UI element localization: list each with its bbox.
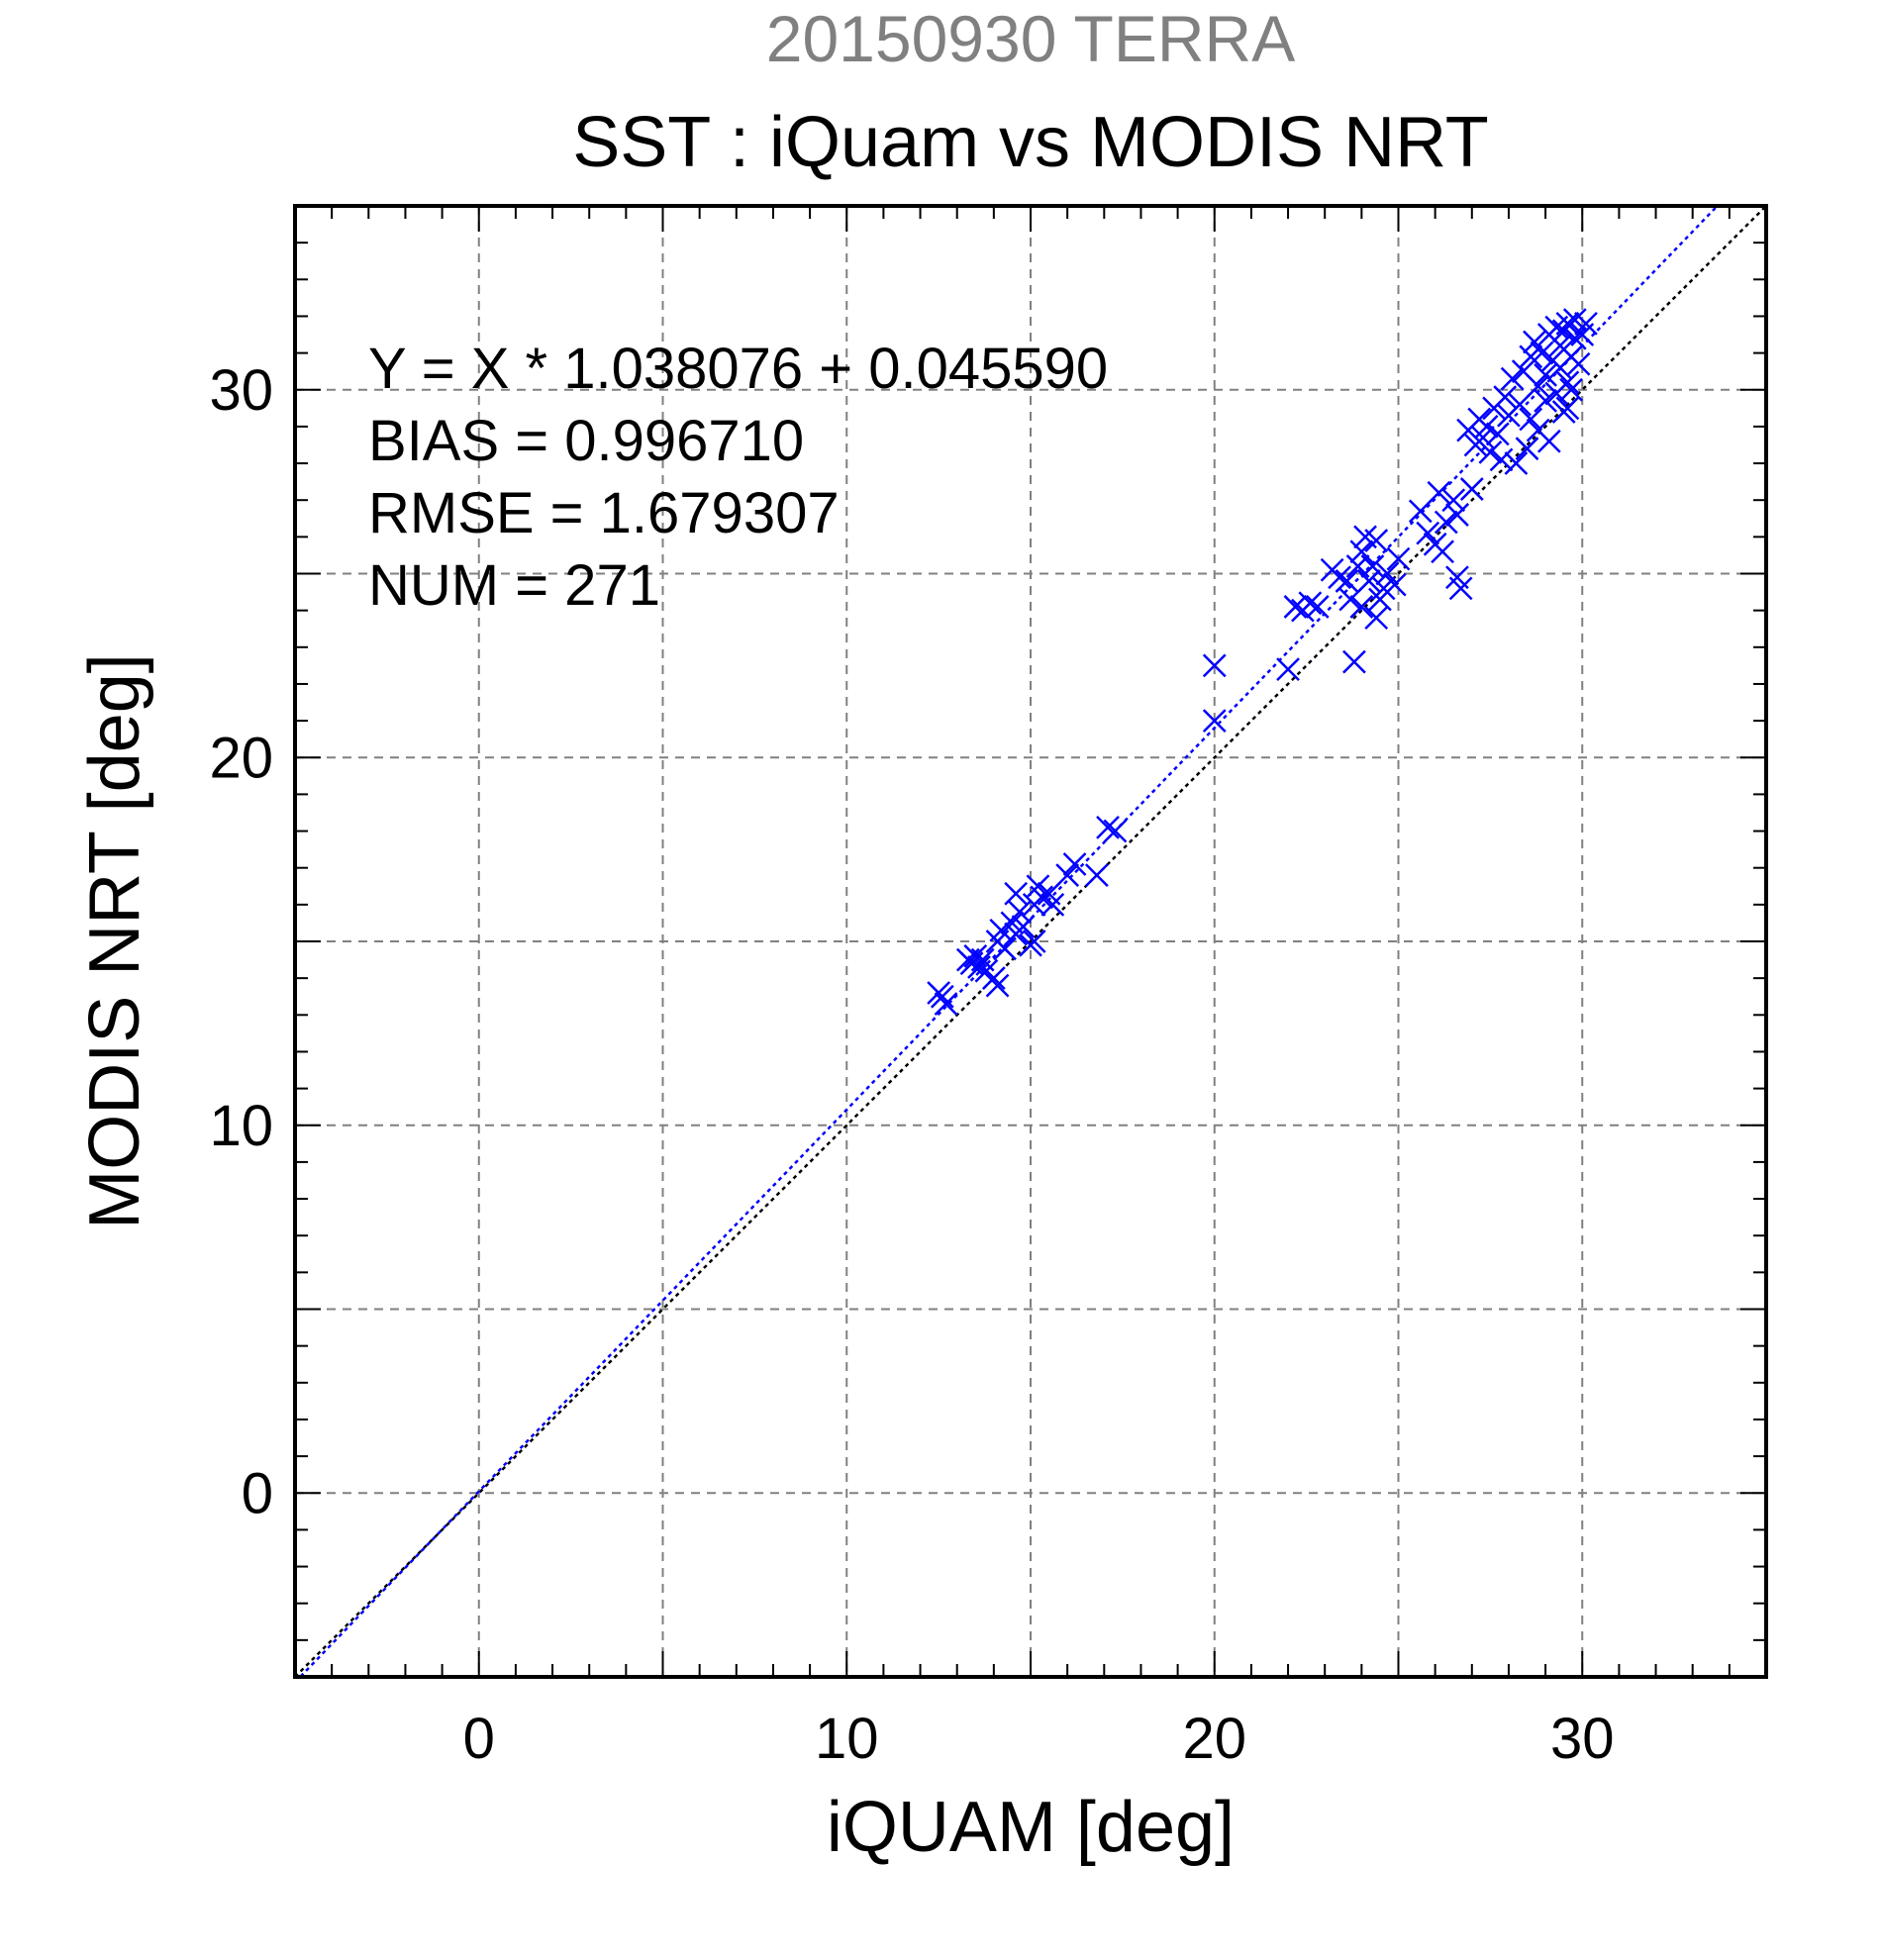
data-point xyxy=(1375,561,1400,586)
data-point xyxy=(1431,539,1454,564)
data-point xyxy=(1062,852,1087,876)
data-point xyxy=(1534,363,1557,387)
data-point xyxy=(1004,881,1029,906)
data-point xyxy=(1030,885,1054,910)
data-point xyxy=(1574,311,1598,336)
data-point xyxy=(1519,407,1543,432)
data-point xyxy=(1523,330,1546,354)
data-point xyxy=(1328,565,1351,590)
chart-suptitle: 20150930 TERRA xyxy=(766,2,1295,75)
data-point xyxy=(1534,389,1557,413)
data-point xyxy=(1489,447,1514,472)
data-point xyxy=(1459,477,1484,501)
data-point xyxy=(1408,499,1433,524)
y-tick-label: 10 xyxy=(209,1094,273,1158)
data-point xyxy=(1526,374,1550,398)
data-point xyxy=(1364,606,1389,630)
data-point xyxy=(1485,422,1510,446)
data-point xyxy=(989,918,1014,942)
data-point xyxy=(1103,819,1128,843)
data-point xyxy=(1562,326,1587,350)
data-point xyxy=(1555,370,1580,395)
data-point xyxy=(1386,546,1411,571)
data-point xyxy=(1298,591,1323,616)
data-point xyxy=(1338,587,1363,612)
data-point xyxy=(1011,915,1036,939)
data-point xyxy=(1335,569,1359,593)
data-point xyxy=(1416,521,1440,545)
data-point xyxy=(1448,576,1473,601)
data-point xyxy=(1500,366,1525,391)
x-axis-label: iQUAM [deg] xyxy=(827,1788,1235,1867)
data-point xyxy=(1559,377,1583,402)
data-point xyxy=(1382,572,1407,597)
data-point xyxy=(1349,595,1374,619)
data-point xyxy=(1493,385,1518,410)
identity-line xyxy=(295,206,1766,1677)
data-point xyxy=(985,973,1010,998)
data-point xyxy=(1566,351,1591,376)
data-point xyxy=(1504,451,1529,475)
data-point xyxy=(1434,510,1458,535)
fit-equation-label: Y = X * 1.038076 + 0.045590 xyxy=(368,337,1108,401)
data-point xyxy=(1364,529,1389,552)
data-point xyxy=(1441,488,1466,513)
data-point xyxy=(1356,569,1381,593)
data-point xyxy=(1474,415,1499,439)
data-point xyxy=(1536,429,1561,453)
plot-frame xyxy=(293,204,1768,1679)
data-point xyxy=(1202,653,1227,678)
data-point xyxy=(1515,437,1539,461)
x-tick-label: 30 xyxy=(1550,1707,1615,1771)
num-label: NUM = 271 xyxy=(368,553,660,618)
data-point xyxy=(1342,649,1366,674)
data-point xyxy=(967,955,991,979)
data-point xyxy=(1445,503,1469,527)
x-tick-label: 0 xyxy=(463,1707,495,1771)
x-tick-label: 10 xyxy=(815,1707,879,1771)
data-point xyxy=(1508,392,1532,417)
tick-label-layer: 0 10 20 30 0 10 20 30 xyxy=(209,358,1614,1771)
data-point xyxy=(930,984,954,1009)
rmse-label: RMSE = 1.679307 xyxy=(368,481,840,545)
bias-label: BIAS = 0.996710 xyxy=(368,409,804,473)
data-point xyxy=(981,966,1006,991)
grid-layer xyxy=(295,206,1766,1677)
y-tick-label: 20 xyxy=(209,726,273,790)
data-point xyxy=(1283,595,1308,619)
data-point xyxy=(1276,657,1300,681)
data-point xyxy=(1360,554,1385,578)
y-axis-label: MODIS NRT [deg] xyxy=(75,653,154,1229)
data-point xyxy=(1530,341,1554,365)
x-tick-label: 20 xyxy=(1182,1707,1246,1771)
chart-title: SST : iQuam vs MODIS NRT xyxy=(572,103,1489,182)
data-point xyxy=(1478,441,1503,464)
data-point xyxy=(1084,863,1109,888)
data-point xyxy=(1427,480,1451,505)
data-point xyxy=(1040,892,1065,917)
data-point xyxy=(1555,396,1580,421)
data-point xyxy=(934,992,958,1017)
data-point xyxy=(993,936,1017,961)
data-point xyxy=(1055,863,1080,888)
data-point xyxy=(1096,815,1120,839)
data-point xyxy=(1555,311,1580,336)
data-point xyxy=(1022,930,1046,953)
data-point xyxy=(1349,539,1374,564)
point-layer xyxy=(927,308,1598,1017)
stats-annotation: Y = X * 1.038076 + 0.045590 BIAS = 0.996… xyxy=(368,337,1108,618)
data-point xyxy=(1202,709,1227,733)
data-point xyxy=(1305,595,1330,619)
y-tick-label: 30 xyxy=(209,358,273,423)
data-point xyxy=(1007,900,1032,925)
y-tick-label: 0 xyxy=(242,1461,273,1525)
